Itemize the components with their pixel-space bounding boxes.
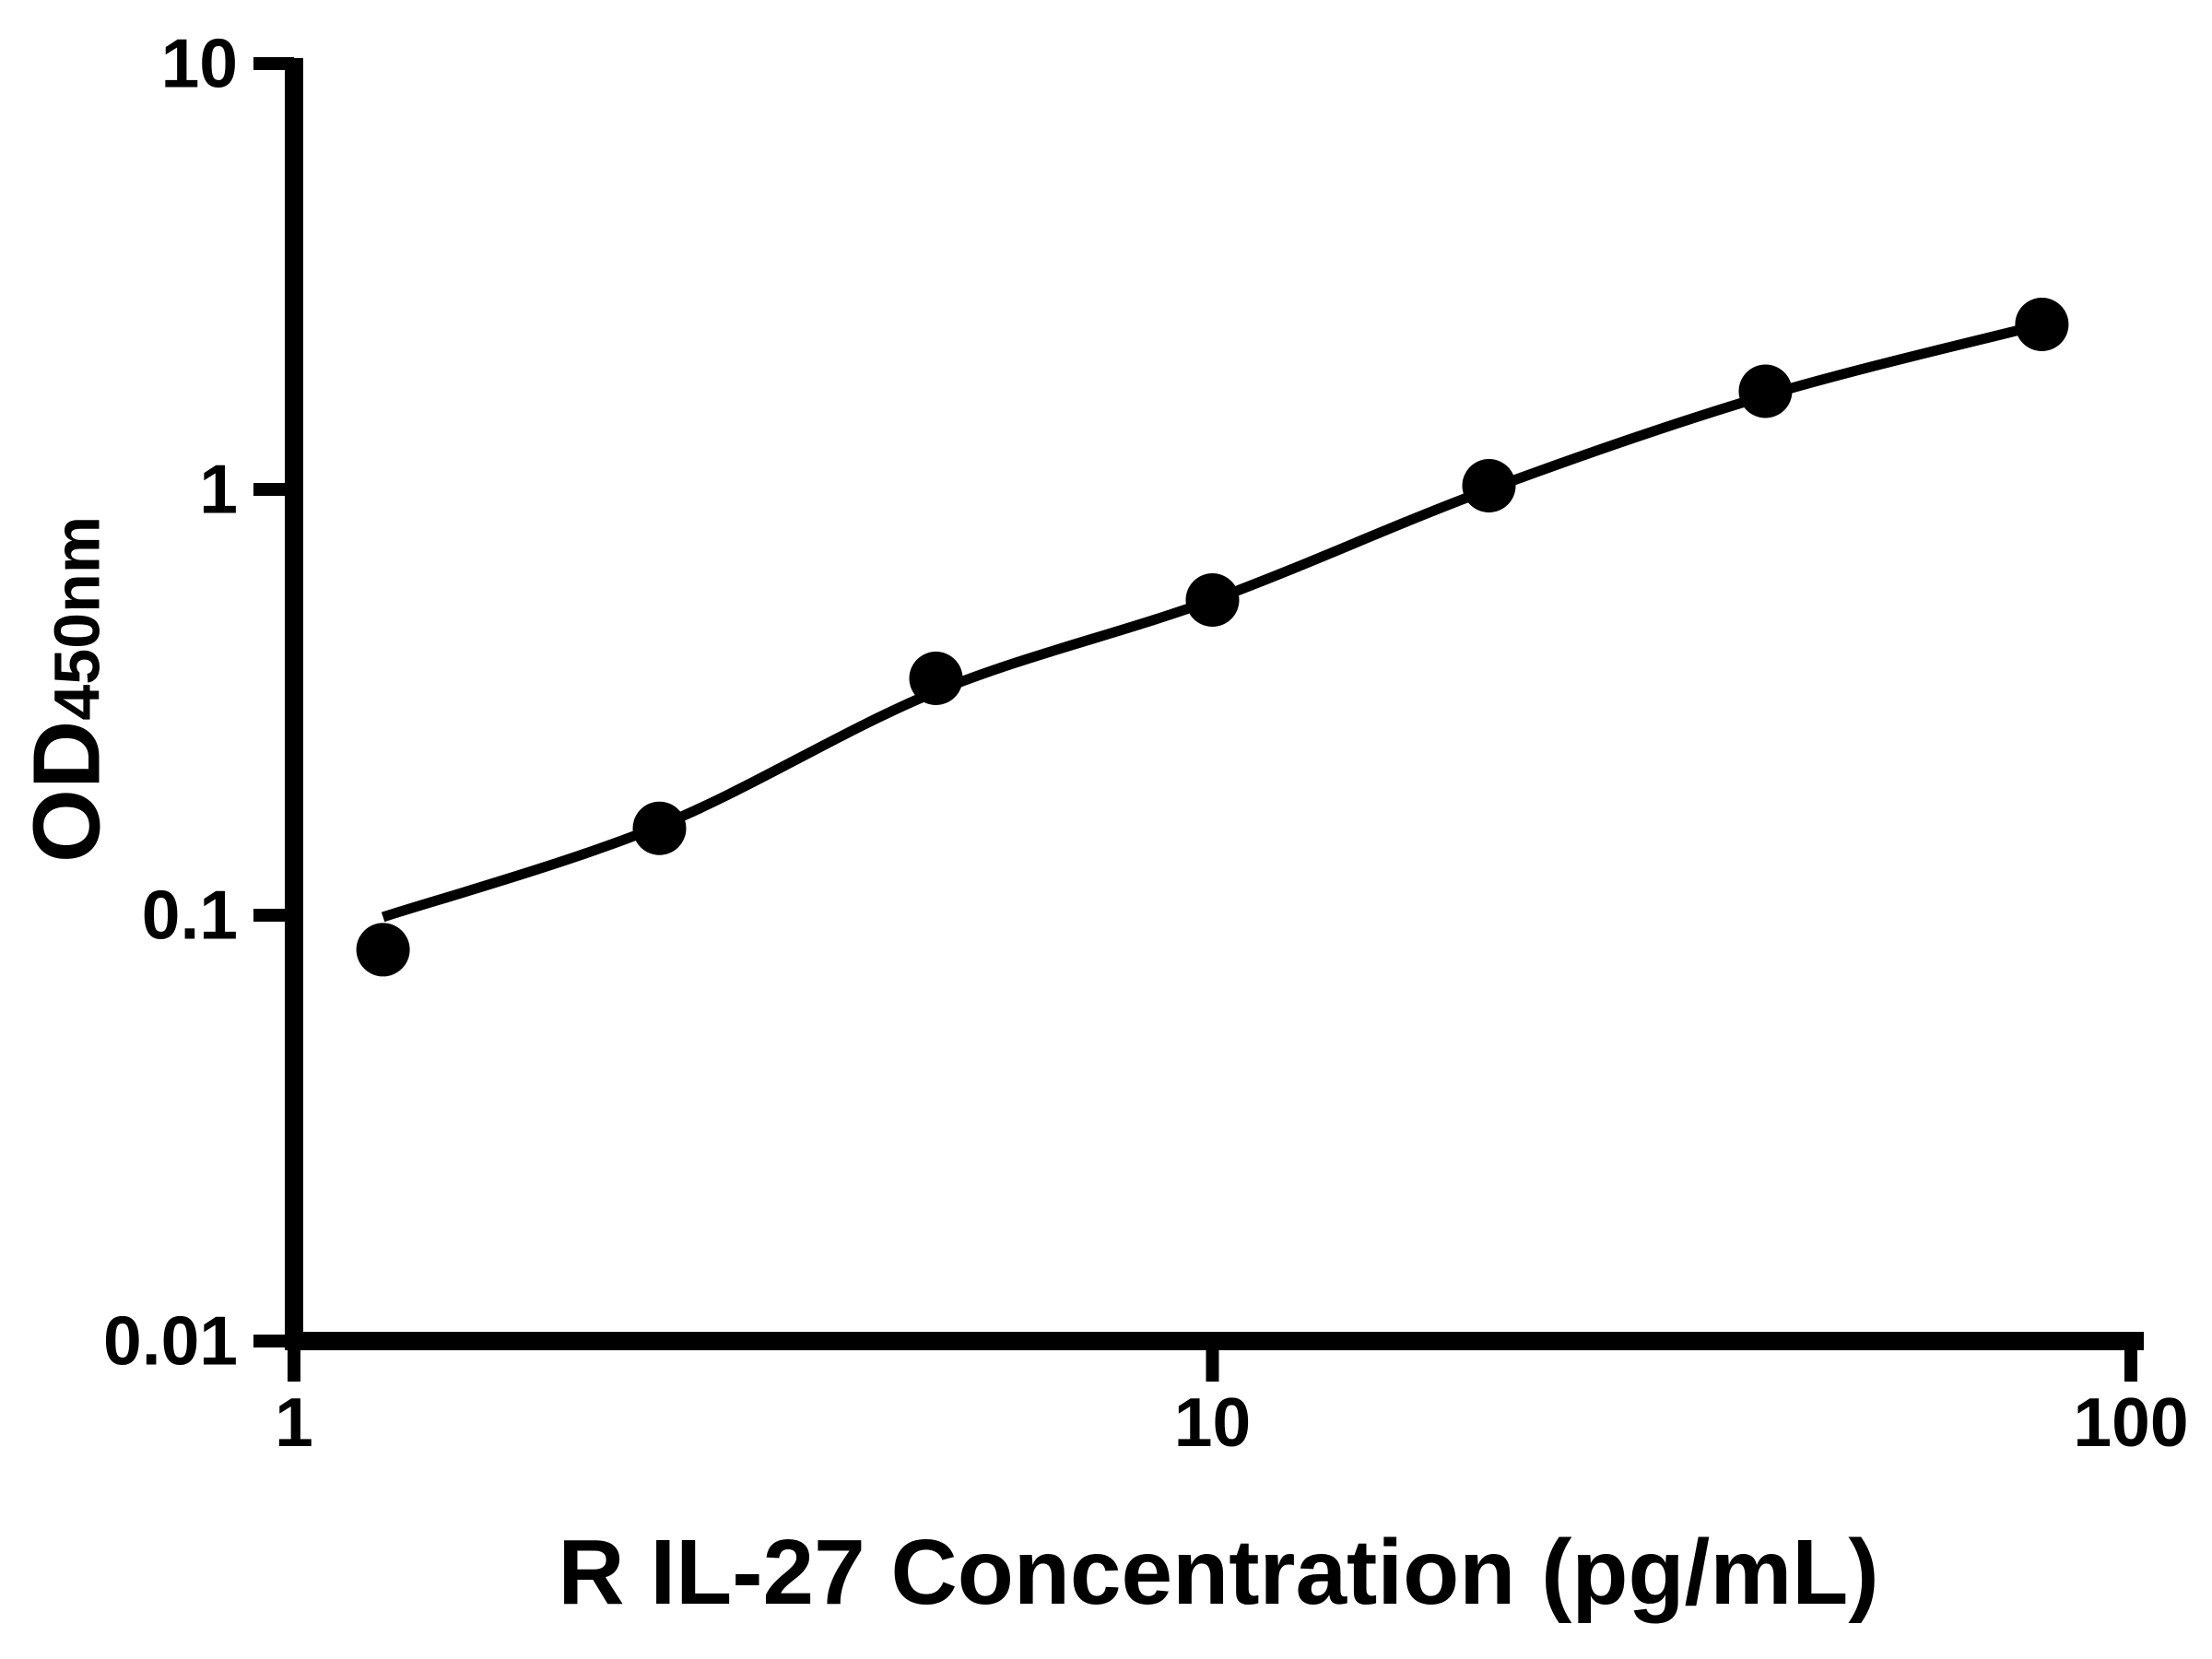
y-tick-label-0: 10 (160, 24, 238, 102)
x-tick-label-1: 10 (1173, 1383, 1252, 1461)
y-axis-title: OD450nm (14, 515, 120, 863)
data-point-marker (1738, 364, 1793, 418)
data-point-marker (632, 801, 687, 855)
y-tick-label-3: 0.01 (103, 1301, 238, 1380)
data-point-marker (2015, 298, 2069, 351)
x-tick-label-2: 100 (2073, 1383, 2189, 1461)
x-axis-title: R IL-27 Concentration (pg/mL) (558, 1521, 1879, 1624)
data-point-marker (909, 652, 963, 705)
x-tick-label-0: 1 (275, 1383, 313, 1461)
y-axis-title-main: OD (13, 720, 120, 864)
data-point-marker (1185, 573, 1240, 627)
data-point-marker (1462, 459, 1516, 512)
y-axis-title-sub: 450nm (41, 515, 113, 721)
y-tick-label-1: 1 (199, 450, 238, 528)
y-tick-label-2: 0.1 (141, 876, 238, 954)
data-point-marker (356, 923, 410, 977)
